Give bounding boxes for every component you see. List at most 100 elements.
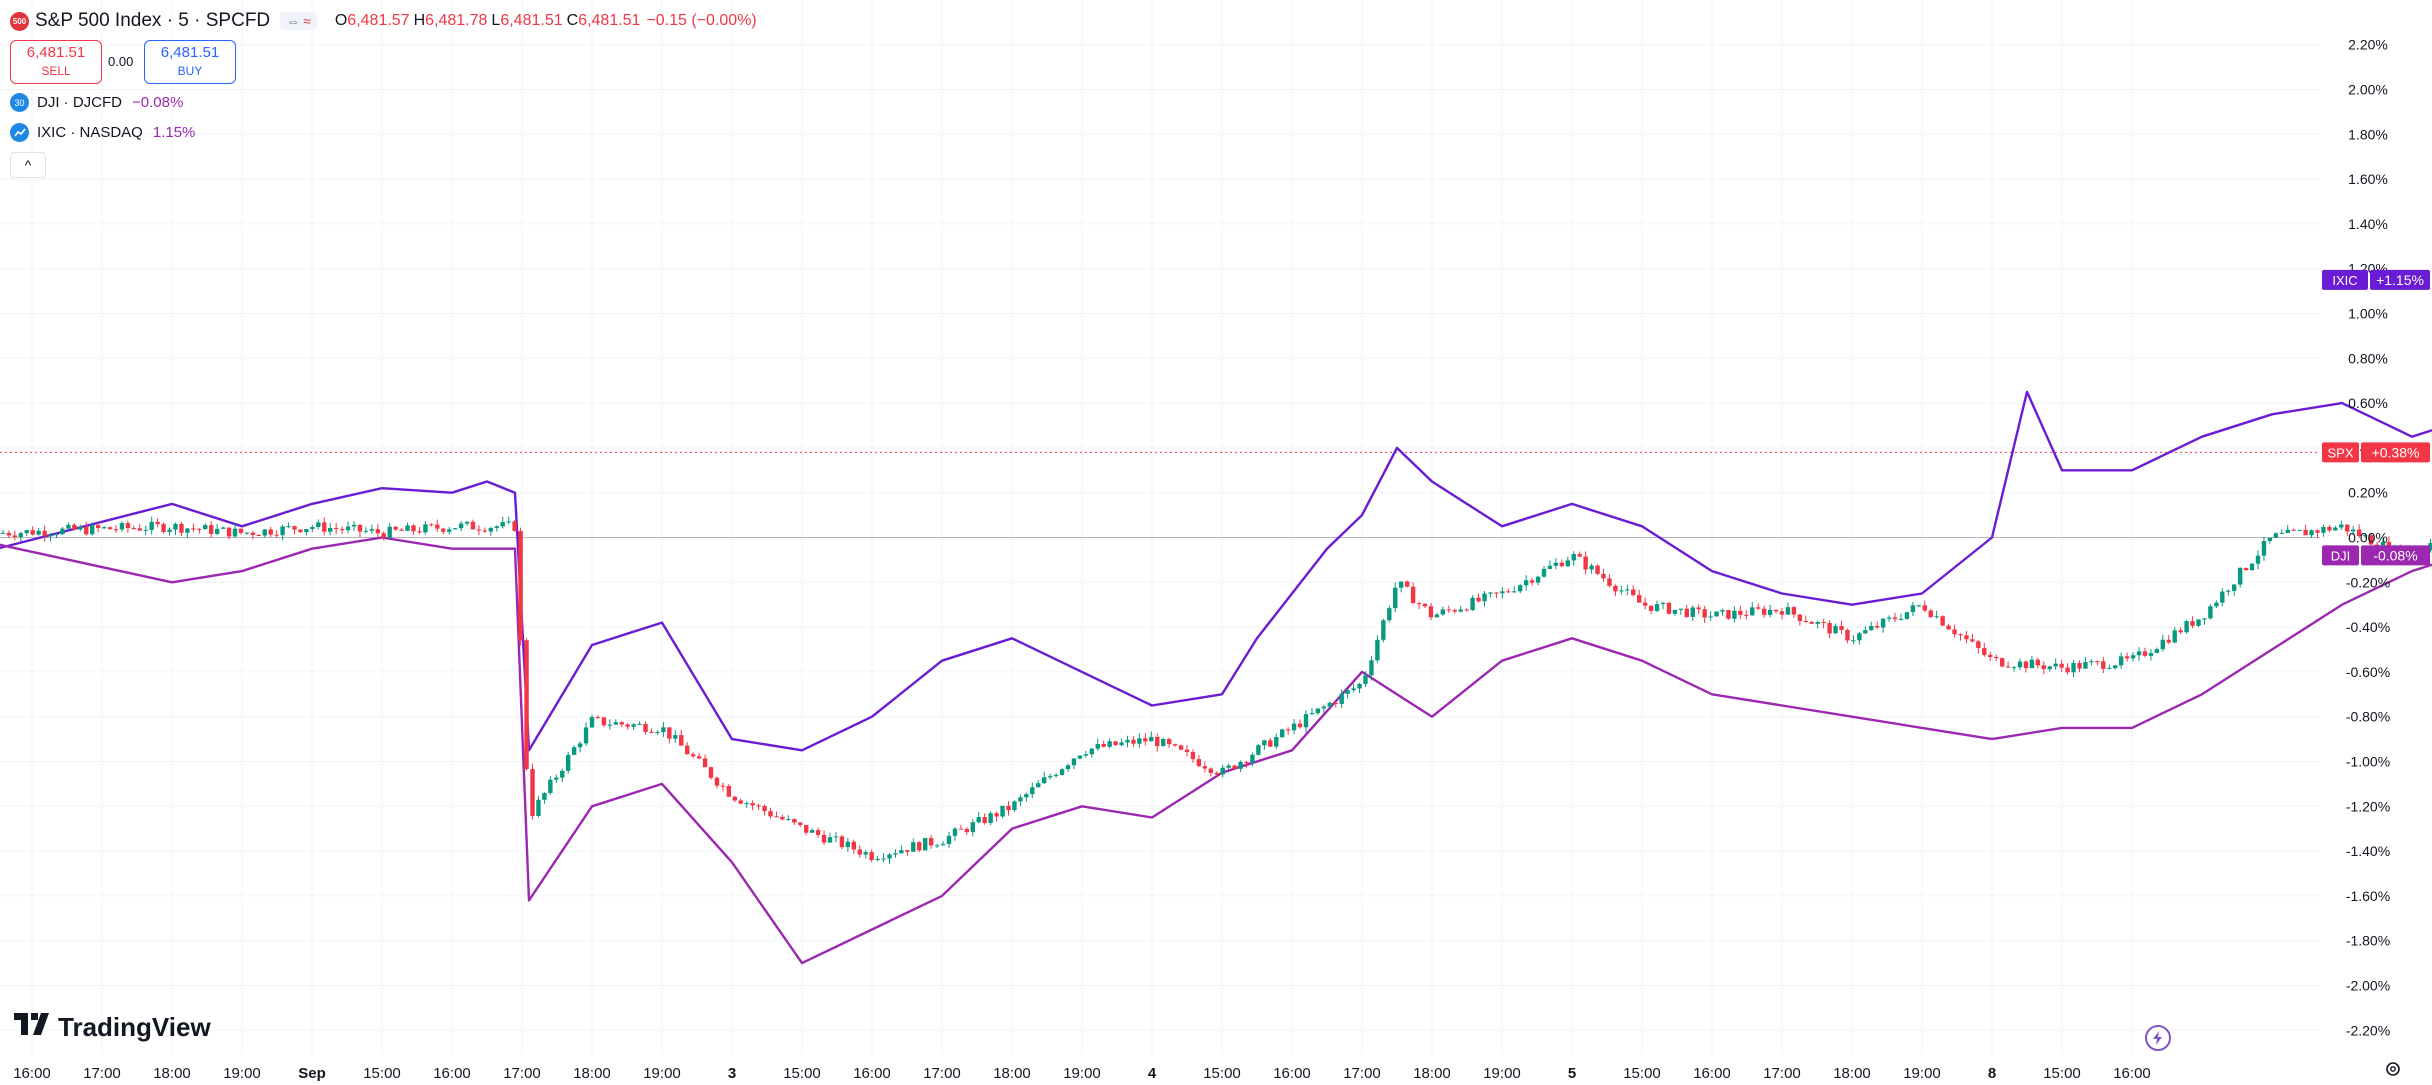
spx-candle-body	[1779, 611, 1785, 615]
spx-candle-body	[708, 767, 714, 778]
spx-candle-body	[1625, 589, 1630, 591]
spx-candle-body	[60, 528, 65, 535]
end-label-value-tag	[2370, 269, 2430, 290]
spx-candle-body	[1910, 605, 1916, 613]
spx-candle-body	[2315, 530, 2320, 533]
spx-candle-body	[1672, 609, 1678, 614]
y-tick-label: 1.60%	[2348, 171, 2388, 187]
spx-candle-body	[1922, 605, 1927, 611]
spx-candle-body	[1654, 604, 1660, 611]
y-tick-label: 0.20%	[2348, 485, 2388, 501]
open-value: 6,481.57	[347, 12, 410, 29]
compare-toggle[interactable]: ⇔ ≈	[280, 12, 317, 30]
spx-candle-body	[1393, 587, 1398, 609]
spx-candle-body	[1642, 602, 1648, 606]
spx-candle-body	[2208, 606, 2213, 619]
spx-candle-body	[292, 526, 297, 530]
spx-candle-body	[667, 727, 672, 739]
spx-candle-body	[619, 722, 624, 725]
spx-candle-body	[363, 530, 369, 532]
spx-candle-body	[839, 836, 845, 848]
series-line-ixic	[0, 390, 2432, 752]
spx-candle-body	[1107, 741, 1112, 747]
end-label-dji: DJI -0.08%	[2322, 545, 2430, 566]
spx-candle-body	[1631, 589, 1636, 596]
x-tick-label: 15:00	[1203, 1065, 1241, 1082]
spx-candle-body	[1095, 743, 1100, 749]
spx-candle-body	[464, 521, 470, 524]
spx-candle-body	[1690, 607, 1695, 617]
spx-candle-body	[1268, 740, 1273, 747]
spx-candle-body	[1958, 634, 1963, 636]
x-tick-label: 16:00	[13, 1065, 51, 1082]
spx-candle-body	[1357, 683, 1362, 689]
spx-candle-body	[167, 529, 172, 532]
spx-candle-body	[863, 852, 868, 855]
spx-candle-body	[1262, 740, 1267, 746]
spx-candle-body	[2071, 662, 2076, 673]
spx-candle-body	[869, 852, 874, 861]
buy-button[interactable]: 6,481.51 BUY	[144, 40, 236, 84]
settings-gear-icon[interactable]	[2384, 1060, 2402, 1083]
spx-candle-body	[90, 525, 95, 535]
spx-candle-body	[1869, 625, 1874, 631]
x-tick-label: 15:00	[1623, 1065, 1661, 1082]
spx-candle-body	[2285, 529, 2290, 533]
spx-candle-body	[2249, 563, 2255, 571]
spx-candle-body	[1684, 608, 1689, 617]
spx-candle-body	[512, 521, 517, 531]
spx-candle-body	[256, 534, 261, 536]
y-tick-label: -0.80%	[2346, 709, 2390, 725]
sell-button[interactable]: 6,481.51 SELL	[10, 40, 102, 84]
spx-candle-body	[1006, 805, 1011, 811]
spx-candle-body	[911, 842, 916, 852]
tradingview-logo[interactable]: TradingView	[14, 1012, 211, 1043]
spx-candle-body	[2053, 663, 2058, 667]
compare-name: IXIC · NASDAQ	[37, 124, 143, 141]
spx-candle-body	[1303, 714, 1309, 728]
spx-candle-body	[1125, 739, 1130, 743]
spx-candle-body	[1744, 614, 1749, 616]
x-tick-label: 16:00	[1273, 1065, 1311, 1082]
spx-candle-body	[0, 532, 6, 534]
spx-candle-body	[1065, 765, 1071, 770]
spx-candle-body	[1648, 605, 1654, 611]
spx-candle-body	[1333, 702, 1338, 704]
spx-candle-body	[566, 754, 571, 771]
spx-candle-body	[1274, 737, 1279, 747]
x-tick-label: 18:00	[153, 1065, 191, 1082]
spx-candle-body	[2083, 662, 2088, 669]
collapse-legend-button[interactable]: ^	[10, 152, 46, 178]
y-tick-label: -1.40%	[2346, 843, 2390, 859]
spx-candle-body	[1988, 654, 1993, 658]
spx-candle-body	[2184, 621, 2189, 633]
spx-candle-body	[804, 824, 809, 833]
spx-candle-body	[2172, 630, 2177, 643]
lightning-icon[interactable]	[2145, 1025, 2171, 1051]
spx-candle-body	[2309, 530, 2314, 536]
spx-candle-body	[185, 528, 190, 533]
spx-candle-body	[72, 524, 77, 530]
end-label-value: +0.38%	[2372, 444, 2420, 460]
spx-candle-body	[2041, 665, 2046, 670]
compare-name: DJI · DJCFD	[37, 94, 122, 111]
spx-candle-body	[1583, 556, 1588, 570]
spx-candle-body	[1047, 776, 1053, 778]
symbol-title[interactable]: S&P 500 Index · 5 · SPCFD	[35, 10, 271, 31]
spx-candle-body	[1571, 554, 1576, 561]
spx-candle-body	[1791, 607, 1797, 615]
spx-candle-body	[2107, 668, 2112, 670]
spread-value: 0.00	[108, 54, 134, 69]
compare-legend-ixic[interactable]: IXIC · NASDAQ 1.15%	[10, 123, 195, 142]
y-tick-label: 1.80%	[2348, 126, 2388, 142]
x-tick-label: 3	[728, 1065, 736, 1082]
spx-candle-body	[2267, 537, 2273, 542]
compare-legend-dji[interactable]: 30 DJI · DJCFD −0.08%	[10, 93, 183, 112]
spx-candle-body	[696, 756, 702, 759]
sell-label: SELL	[41, 64, 71, 78]
y-tick-label: 0.80%	[2348, 350, 2388, 366]
compare-change: 1.15%	[152, 124, 196, 141]
spx-candle-body	[923, 838, 928, 851]
spx-candle-body	[1845, 629, 1850, 641]
